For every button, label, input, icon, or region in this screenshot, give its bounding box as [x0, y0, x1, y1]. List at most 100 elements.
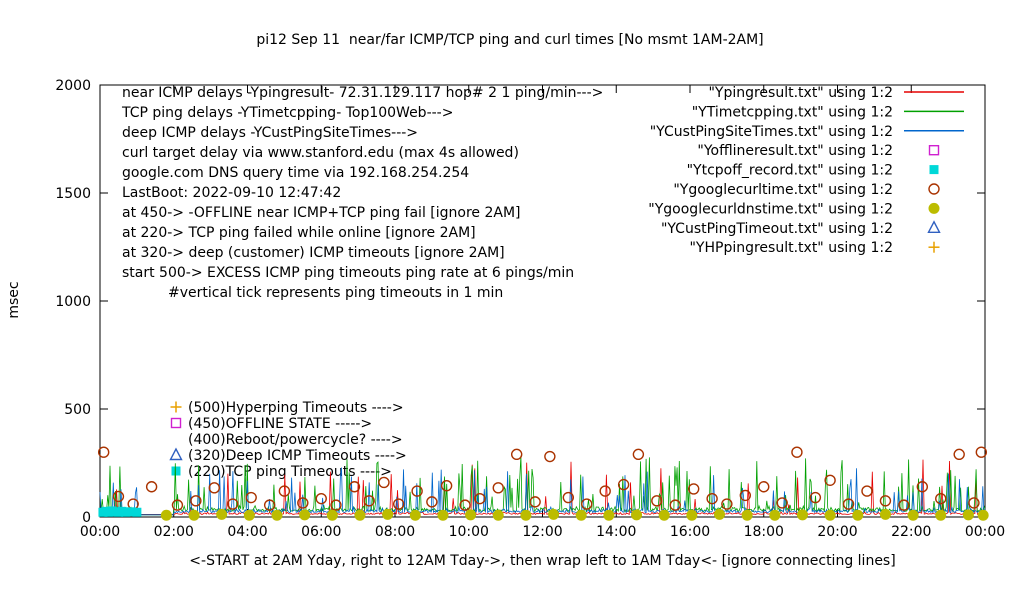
legend-label: "Yofflineresult.txt" using 1:2	[697, 143, 893, 159]
legend-label: "Ygooglecurltime.txt" using 1:2	[673, 182, 893, 198]
open-circle-marker-icon	[935, 492, 947, 505]
filled-circle-marker-icon	[382, 508, 394, 520]
level-annotation-label: (500)Hyperping Timeouts ---->	[188, 400, 404, 416]
filled-circle-marker-icon	[354, 509, 366, 521]
filled-circle-marker-icon	[243, 509, 255, 521]
filled-circle-marker-icon	[160, 509, 172, 521]
open-circle-marker-icon	[278, 485, 291, 497]
series-scatter-tcp-offline-record	[98, 506, 142, 517]
legend-label: "YCustPingSiteTimes.txt" using 1:2	[650, 124, 893, 140]
series-line-tcp-ping	[99, 455, 986, 516]
plot-info-line: google.com DNS query time via 192.168.25…	[122, 165, 469, 181]
plot-info-line: at 220-> TCP ping failed while online [i…	[122, 225, 476, 241]
filled-circle-marker-icon	[907, 509, 919, 521]
open-circle-marker-icon	[348, 481, 361, 493]
filled-circle-marker-icon	[520, 509, 532, 521]
open-circle-marker-icon	[879, 495, 892, 507]
chart-title: pi12 Sep 11 near/far ICMP/TCP ping and c…	[256, 32, 764, 48]
open-circle-marker-icon	[474, 492, 486, 505]
open-circle-marker-icon	[97, 446, 110, 458]
y-tick-label: 2000	[55, 78, 91, 94]
x-tick-label: 22:00	[891, 524, 931, 540]
open-circle-marker-icon	[426, 496, 438, 508]
open-triangle-marker-icon	[927, 220, 941, 234]
open-circle-marker-icon	[599, 485, 611, 497]
filled-circle-marker-icon	[548, 508, 560, 520]
legend-label: "Ytcpoff_record.txt" using 1:2	[687, 163, 893, 179]
filled-square-marker-icon	[171, 466, 181, 476]
plot-info-line: LastBoot: 2022-09-10 12:47:42	[122, 185, 341, 201]
open-circle-marker-icon	[227, 498, 239, 510]
open-circle-marker-icon	[145, 481, 158, 493]
x-tick-label: 12:00	[522, 524, 562, 540]
filled-circle-marker-icon	[409, 509, 421, 521]
open-circle-marker-icon	[190, 495, 202, 507]
filled-circle-marker-icon	[631, 509, 643, 521]
x-tick-label: 20:00	[817, 524, 857, 540]
x-tick-label: 18:00	[744, 524, 784, 540]
filled-circle-marker-icon	[879, 508, 891, 520]
filled-circle-marker-icon	[188, 509, 200, 521]
plot-info-line: at 320-> deep (customer) ICMP timeouts […	[122, 245, 505, 261]
open-circle-marker-icon	[669, 499, 681, 511]
open-circle-marker-icon	[791, 446, 803, 458]
open-circle-marker-icon	[842, 498, 855, 510]
level-annotation-label: (450)OFFLINE STATE ----->	[188, 416, 372, 432]
y-tick-label: 500	[64, 402, 91, 418]
legend-label: "Ygooglecurldnstime.txt" using 1:2	[648, 201, 893, 217]
filled-circle-marker-icon	[492, 509, 504, 521]
open-circle-marker-icon	[706, 492, 718, 505]
series-scatter-google-dns-time	[160, 508, 989, 521]
legend: "Ypingresult.txt" using 1:2 "YTimetcpping…	[648, 85, 964, 256]
filled-circle-marker-icon	[935, 509, 947, 521]
open-circle-marker-icon	[739, 489, 752, 502]
open-circle-marker-icon	[776, 497, 788, 509]
open-circle-marker-icon	[544, 450, 556, 463]
x-tick-label: 00:00	[80, 524, 120, 540]
filled-circle-marker-icon	[852, 509, 864, 521]
x-tick-label: 08:00	[375, 524, 415, 540]
open-circle-marker-icon	[411, 485, 423, 497]
y-axis: 0 500 1000 1500 2000	[55, 78, 985, 526]
plot-info-line: start 500-> EXCESS ICMP ping timeouts pi…	[122, 265, 574, 281]
open-circle-marker-icon	[363, 495, 375, 507]
filled-circle-marker-icon	[216, 508, 228, 520]
open-circle-marker-icon	[861, 485, 873, 497]
open-circle-marker-icon	[263, 499, 276, 511]
filled-circle-marker-icon	[603, 509, 615, 521]
open-circle-marker-icon	[440, 479, 453, 492]
open-circle-marker-icon	[617, 478, 630, 491]
open-circle-marker-icon	[928, 183, 940, 195]
level-annotations: (500)Hyperping Timeouts ---->(450)OFFLIN…	[169, 400, 407, 480]
open-circle-marker-icon	[916, 481, 929, 493]
open-circle-marker-icon	[632, 448, 645, 461]
open-circle-marker-icon	[581, 498, 593, 510]
open-circle-marker-icon	[968, 497, 980, 509]
open-circle-marker-icon	[392, 498, 405, 510]
plot-info-line: curl target delay via www.stanford.edu (…	[122, 145, 519, 161]
filled-circle-marker-icon	[686, 509, 698, 521]
x-tick-label: 02:00	[154, 524, 194, 540]
x-tick-label: 00:00	[965, 524, 1005, 540]
filled-square-marker-icon	[132, 507, 142, 517]
open-circle-marker-icon	[898, 499, 910, 511]
open-circle-marker-icon	[245, 491, 257, 504]
open-circle-marker-icon	[492, 482, 504, 494]
filled-circle-marker-icon	[714, 508, 725, 520]
plot-info-line: near ICMP delays -Ypingresult- 72.31.129…	[122, 85, 603, 101]
level-annotation-label: (400)Reboot/powercycle? ---->	[188, 432, 403, 448]
open-circle-marker-icon	[459, 499, 471, 511]
filled-circle-marker-icon	[271, 509, 283, 521]
plot-info-line: at 450-> -OFFLINE near ICMP+TCP ping fai…	[122, 205, 521, 221]
plot-info-line: #vertical tick represents ping timeouts …	[168, 285, 503, 301]
open-circle-marker-icon	[208, 482, 221, 494]
open-circle-marker-icon	[687, 483, 700, 495]
filled-circle-marker-icon	[962, 509, 974, 521]
open-circle-marker-icon	[651, 495, 663, 507]
open-circle-marker-icon	[953, 448, 965, 461]
open-circle-marker-icon	[529, 496, 541, 508]
filled-circle-marker-icon	[824, 509, 836, 521]
open-circle-marker-icon	[378, 476, 390, 489]
